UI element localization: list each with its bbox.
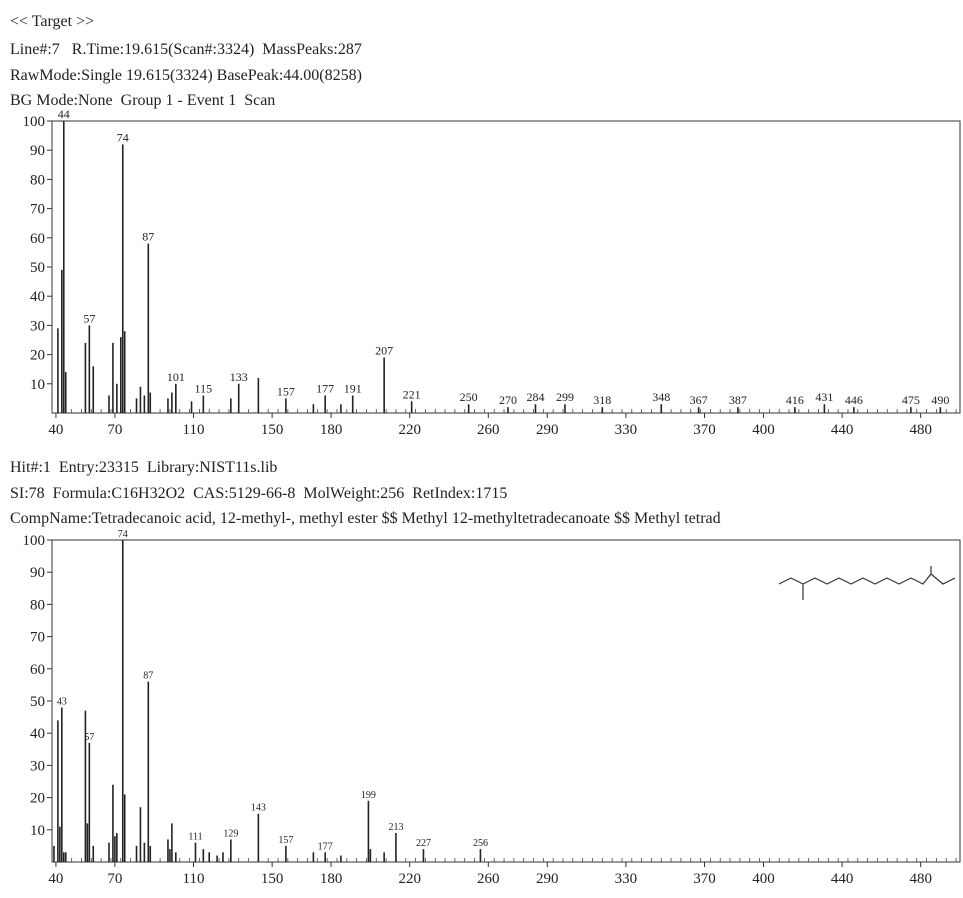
peak-label: 87 xyxy=(143,671,153,682)
peak-label: 490 xyxy=(931,393,949,407)
x-tick-label: 40 xyxy=(48,422,63,438)
line-info: Line#:7 R.Time:19.615(Scan#:3324) MassPe… xyxy=(10,41,362,58)
y-tick-label: 80 xyxy=(30,597,45,613)
peak-label: 431 xyxy=(815,390,833,404)
x-tick-label: 220 xyxy=(398,422,421,438)
x-tick-label: 330 xyxy=(615,422,638,438)
y-tick-label: 20 xyxy=(30,791,45,807)
y-tick-label: 60 xyxy=(30,231,45,247)
peak-label: 87 xyxy=(142,230,154,244)
peak-label: 207 xyxy=(375,344,393,358)
y-tick-label: 30 xyxy=(30,318,45,334)
peak-label: 284 xyxy=(526,390,544,404)
y-tick-label: 80 xyxy=(30,172,45,188)
peak-label: 101 xyxy=(167,370,185,384)
peak-label: 133 xyxy=(230,370,248,384)
x-tick-label: 70 xyxy=(107,871,122,887)
peak-label: 177 xyxy=(318,841,333,852)
bg-mode-info: BG Mode:None Group 1 - Event 1 Scan xyxy=(10,92,276,109)
peak-label: 115 xyxy=(195,381,213,395)
peak-label: 318 xyxy=(593,393,611,407)
x-tick-label: 370 xyxy=(693,871,716,887)
y-tick-label: 90 xyxy=(30,143,45,159)
y-tick-label: 40 xyxy=(30,726,45,742)
plot-frame xyxy=(51,120,961,414)
x-tick-label: 290 xyxy=(536,422,559,438)
x-tick-label: 400 xyxy=(752,871,775,887)
x-tick-label: 260 xyxy=(477,422,500,438)
peak-label: 416 xyxy=(786,393,804,407)
x-tick-label: 480 xyxy=(909,871,932,887)
y-tick-label: 10 xyxy=(30,377,45,393)
target-spectrum-chart: 10 20 30 40 50 60 70 80 90 100 40 70 110 150 180 220 260… xyxy=(23,107,961,438)
peak-label: 74 xyxy=(117,130,129,144)
peak-label: 199 xyxy=(361,790,376,801)
y-tick-label: 90 xyxy=(30,565,45,581)
target-heading: << Target >> xyxy=(10,13,95,30)
peak-label: 57 xyxy=(84,732,94,743)
peak-label: 221 xyxy=(403,387,421,401)
raw-mode-info: RawMode:Single 19.615(3324) BasePeak:44.… xyxy=(10,67,362,84)
x-tick-label: 330 xyxy=(615,871,638,887)
x-tick-label: 440 xyxy=(831,871,854,887)
peak-label: 157 xyxy=(277,384,295,398)
x-tick-label: 440 xyxy=(831,422,854,438)
x-tick-label: 70 xyxy=(107,422,122,438)
x-tick-label: 370 xyxy=(693,422,716,438)
y-tick-label: 50 xyxy=(30,694,45,710)
library-spectrum-chart: 10 20 30 40 50 60 70 80 90 100 40 70 110 150 180 220 260… xyxy=(23,529,961,887)
peak-label: 191 xyxy=(344,381,362,395)
x-tick-label: 180 xyxy=(320,422,343,438)
peak-label: 348 xyxy=(652,390,670,404)
molecule-structure-icon xyxy=(778,566,956,600)
x-tick-label: 220 xyxy=(398,871,421,887)
peak-label: 250 xyxy=(460,390,478,404)
y-tick-label: 10 xyxy=(30,823,45,839)
x-tick-label: 180 xyxy=(320,871,343,887)
peak-label: 111 xyxy=(188,832,202,843)
y-tick-label: 100 xyxy=(23,533,46,549)
y-tick-label: 40 xyxy=(30,289,45,305)
x-tick-label: 480 xyxy=(909,422,932,438)
x-tick-label: 110 xyxy=(183,871,205,887)
x-tick-label: 150 xyxy=(261,871,284,887)
peak-label: 256 xyxy=(473,838,488,849)
peak-label: 177 xyxy=(316,381,334,395)
peak-label: 227 xyxy=(416,838,431,849)
x-tick-label: 400 xyxy=(752,422,775,438)
peak-label: 270 xyxy=(499,393,517,407)
hit-formula-info: SI:78 Formula:C16H32O2 CAS:5129-66-8 Mol… xyxy=(10,485,508,502)
peak-label: 129 xyxy=(223,828,238,839)
peak-label: 57 xyxy=(83,311,95,325)
peak-label: 446 xyxy=(845,393,863,407)
y-tick-label: 20 xyxy=(30,348,45,364)
y-tick-label: 30 xyxy=(30,758,45,774)
y-tick-label: 70 xyxy=(30,630,45,646)
peak-label: 157 xyxy=(278,835,293,846)
y-tick-label: 100 xyxy=(23,114,46,130)
y-tick-label: 60 xyxy=(30,662,45,678)
y-tick-label: 50 xyxy=(30,260,45,276)
peak-label: 475 xyxy=(902,393,920,407)
peak-label: 387 xyxy=(729,393,747,407)
peak-label: 299 xyxy=(556,390,574,404)
peak-label: 74 xyxy=(118,529,128,540)
x-tick-label: 150 xyxy=(261,422,284,438)
peak-label: 367 xyxy=(690,393,708,407)
hit-info: Hit#:1 Entry:23315 Library:NIST11s.lib xyxy=(10,459,278,476)
x-tick-label: 110 xyxy=(183,422,205,438)
peak-label: 213 xyxy=(388,822,403,833)
y-tick-label: 70 xyxy=(30,202,45,218)
x-tick-label: 290 xyxy=(536,871,559,887)
peak-label: 43 xyxy=(57,696,67,707)
compound-name: CompName:Tetradecanoic acid, 12-methyl-,… xyxy=(10,510,721,527)
peak-label: 143 xyxy=(251,803,266,814)
peak-label: 44 xyxy=(58,107,70,121)
x-tick-label: 260 xyxy=(477,871,500,887)
x-tick-label: 40 xyxy=(48,871,63,887)
